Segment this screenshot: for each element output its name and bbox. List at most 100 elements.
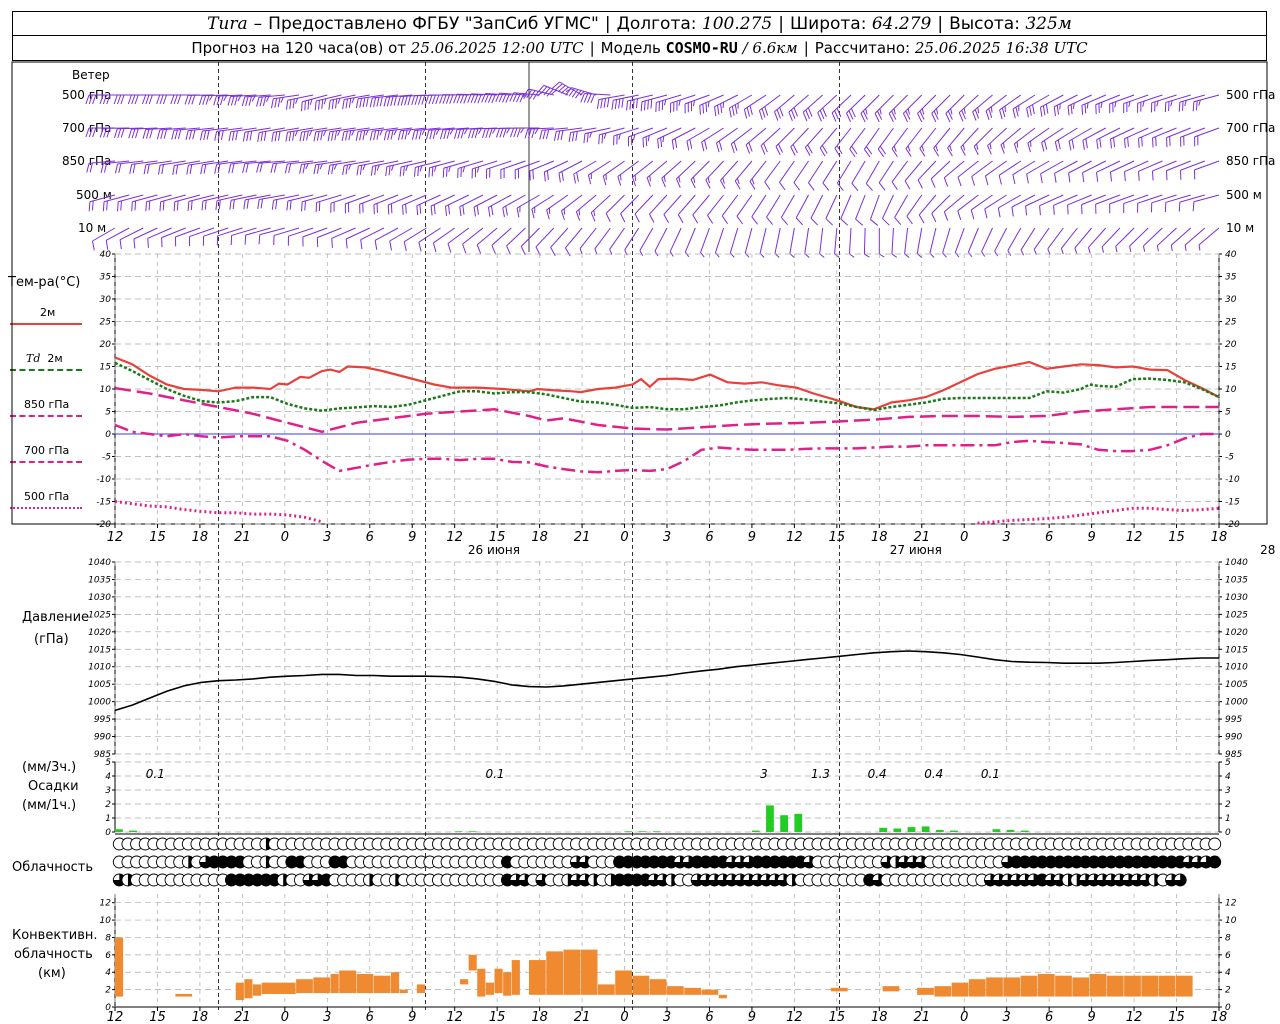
wind-barb-feather bbox=[661, 178, 666, 188]
wind-barb-feather bbox=[134, 94, 139, 105]
wind-barb-feather bbox=[730, 143, 735, 154]
wind-barb bbox=[1124, 127, 1149, 149]
conv-tick-label-left: 0 bbox=[105, 1003, 111, 1013]
wind-barb-feather bbox=[743, 109, 748, 119]
temp-series-1-line bbox=[114, 361, 1220, 412]
wind-barb bbox=[373, 194, 399, 215]
wind-barb-feather bbox=[208, 95, 213, 101]
cloud-fill bbox=[1208, 856, 1221, 868]
precip-tick-label-left: 0 bbox=[105, 828, 111, 838]
wind-barb-feather bbox=[145, 94, 150, 105]
wind-barb-feather bbox=[260, 131, 264, 142]
provider-text: Предоставлено ФГБУ "ЗапСиб УГМС" bbox=[268, 13, 599, 34]
wind-row-2 bbox=[86, 160, 1220, 192]
wind-barb-feather bbox=[390, 130, 394, 140]
wind-barb-feather bbox=[85, 127, 90, 138]
wind-barb-feather bbox=[894, 217, 902, 226]
wind-barb bbox=[1109, 194, 1135, 214]
wind-barb-shaft bbox=[701, 127, 724, 143]
conv-x-tick-label: 18 bbox=[192, 1010, 209, 1024]
wind-barb bbox=[878, 160, 894, 191]
precip-3h-total: 0.1 bbox=[981, 767, 1000, 781]
wind-barb-shaft bbox=[230, 194, 257, 201]
wind-barb-feather bbox=[1041, 142, 1045, 152]
precip-tick-label-right: 4 bbox=[1225, 772, 1231, 782]
wind-barb-feather bbox=[161, 164, 164, 175]
wind-barb-feather bbox=[431, 94, 436, 105]
wind-barb-feather bbox=[88, 127, 93, 138]
wind-barb-feather bbox=[316, 131, 320, 141]
wind-barb bbox=[531, 194, 555, 219]
temp-series-0-line bbox=[114, 356, 1220, 411]
wind-barb-shaft bbox=[359, 194, 385, 205]
wind-barb bbox=[831, 94, 852, 122]
pressure-tick-label-left: 1030 bbox=[88, 593, 111, 603]
cloud-row-0 bbox=[112, 837, 1222, 851]
wind-barb-shaft bbox=[760, 127, 781, 146]
wind-barb-feather bbox=[330, 131, 334, 141]
wind-barb bbox=[760, 127, 781, 155]
wind-barb-feather bbox=[473, 93, 479, 104]
wind-barb-feather bbox=[1184, 244, 1187, 251]
wind-barb-feather bbox=[976, 143, 979, 150]
wind-barb bbox=[998, 160, 1022, 185]
wind-barb bbox=[425, 127, 455, 140]
temp-tick-label-right: 35 bbox=[1225, 273, 1237, 283]
wind-barb-shaft bbox=[1179, 94, 1205, 103]
wind-barb-shaft bbox=[302, 194, 328, 203]
wind-barb-feather bbox=[671, 139, 675, 150]
wind-barb bbox=[1184, 227, 1206, 251]
wind-barb bbox=[766, 194, 781, 225]
wind-barb bbox=[789, 227, 795, 258]
wind-barb-feather bbox=[331, 164, 334, 175]
conv-tick-label-right: 0 bbox=[1225, 1003, 1231, 1013]
wind-barb-feather bbox=[359, 98, 363, 108]
wind-barb-feather bbox=[294, 130, 298, 137]
wind-barb-shaft bbox=[620, 194, 640, 214]
wind-barb-feather bbox=[749, 105, 753, 115]
wind-barb-shaft bbox=[931, 194, 951, 214]
wind-barb-shaft bbox=[216, 160, 243, 165]
wind-barb-shaft bbox=[1165, 94, 1191, 103]
temp-tick-label-left: 30 bbox=[100, 295, 112, 305]
wind-barb bbox=[1166, 160, 1191, 181]
wind-barb-shaft bbox=[316, 94, 342, 102]
wind-barb-feather bbox=[106, 128, 111, 138]
wind-barb-shaft bbox=[216, 94, 243, 97]
wind-barb-feather bbox=[968, 251, 973, 258]
wind-barb-feather bbox=[331, 99, 334, 110]
wind-barb bbox=[171, 127, 200, 140]
wind-barb-feather bbox=[775, 146, 781, 156]
wind-barb-feather bbox=[620, 213, 626, 223]
wind-barb-feather bbox=[689, 139, 693, 149]
wind-barb-shaft bbox=[918, 194, 937, 216]
calc-time: 25.06.2025 16:38 UTC bbox=[914, 39, 1088, 57]
wind-barb-feather bbox=[918, 214, 925, 224]
temp-x-tick-label: 18 bbox=[1211, 530, 1228, 545]
wind-barb-feather bbox=[571, 131, 575, 142]
wind-barb-shaft bbox=[244, 160, 271, 165]
wind-barb-feather bbox=[985, 110, 990, 121]
wind-barb-feather bbox=[834, 110, 839, 120]
wind-barb bbox=[1067, 94, 1092, 116]
temp-x-tick-label: 3 bbox=[323, 530, 331, 545]
wind-barb bbox=[1081, 94, 1106, 115]
wind-barb-shaft bbox=[840, 194, 852, 220]
wind-barb-feather bbox=[997, 207, 1001, 218]
wind-barb bbox=[609, 227, 625, 255]
wind-barb-shaft bbox=[579, 227, 597, 249]
wind-barb-feather bbox=[563, 208, 566, 215]
wind-barb-feather bbox=[662, 136, 665, 143]
wind-barb bbox=[369, 127, 399, 141]
temp-x-tick-label: 9 bbox=[748, 530, 756, 545]
wind-barb-feather bbox=[639, 250, 644, 256]
wind-barb-shaft bbox=[301, 160, 328, 165]
model-label: Модель bbox=[600, 39, 661, 57]
wind-barb bbox=[1026, 94, 1050, 118]
wind-barb-feather bbox=[414, 95, 419, 105]
wind-barb-shaft bbox=[188, 194, 215, 202]
pressure-tick-label-right: 1030 bbox=[1225, 593, 1248, 603]
wind-barb bbox=[851, 160, 866, 191]
wind-barb-feather bbox=[906, 216, 913, 225]
wind-barb-feather bbox=[660, 137, 663, 148]
